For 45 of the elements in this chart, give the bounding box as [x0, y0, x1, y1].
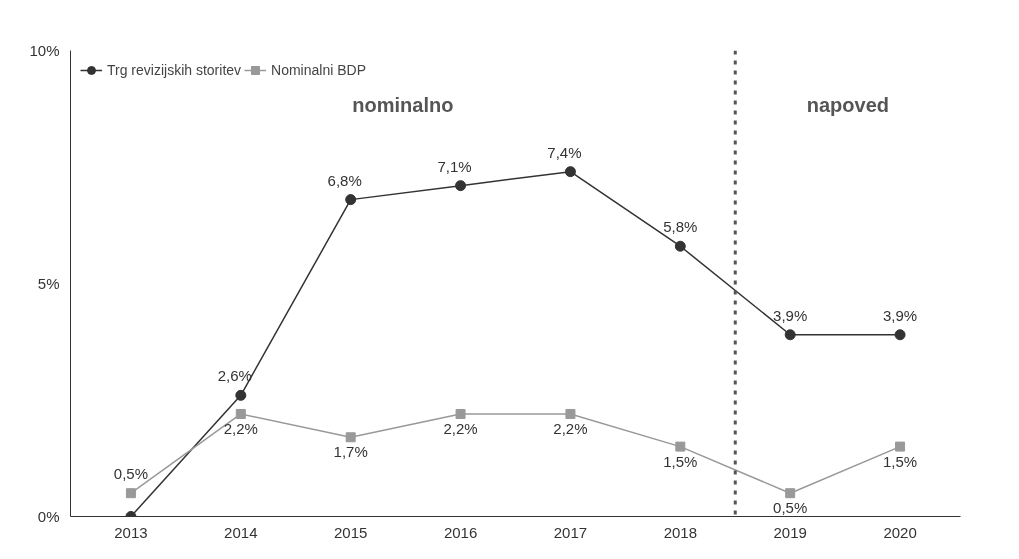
data-label: 2,6%: [217, 367, 252, 385]
data-label: 6,8%: [327, 171, 362, 189]
data-label: 2,2%: [553, 419, 588, 437]
y-tick-label: 0%: [37, 508, 60, 525]
annotation: napoved: [806, 93, 890, 116]
point: [565, 408, 576, 419]
point: [784, 329, 796, 341]
data-label: 3,9%: [882, 306, 918, 324]
data-label: 0,5%: [773, 499, 808, 517]
x-tick-label: 2013: [114, 523, 148, 541]
x-tick-label: 2018: [663, 523, 698, 541]
point: [564, 166, 576, 178]
point: [894, 329, 906, 341]
point: [125, 488, 136, 499]
point: [455, 408, 466, 419]
data-label: 1,7%: [333, 443, 368, 461]
data-label: 1,5%: [882, 452, 918, 470]
point: [675, 441, 686, 452]
point: [674, 240, 686, 252]
y-tick-label: 5%: [37, 275, 60, 292]
point: [895, 441, 906, 452]
point: [345, 432, 356, 443]
data-label: 7,1%: [437, 157, 472, 175]
legend-label: Nominalni BDP: [271, 62, 366, 78]
annotation: nominalno: [352, 93, 454, 116]
point: [455, 180, 467, 192]
data-label: 3,9%: [773, 306, 808, 324]
data-label: 0,5%: [113, 465, 149, 483]
x-tick-label: 2016: [443, 523, 478, 541]
x-tick-label: 2017: [553, 523, 588, 541]
data-label: 2,2%: [443, 419, 478, 437]
data-label: 7,4%: [547, 143, 582, 161]
data-label: 5,8%: [663, 218, 698, 236]
point: [785, 488, 796, 499]
legend-label: Trg revizijskih storitev: [107, 62, 242, 78]
y-tick-label: 10%: [29, 42, 60, 59]
x-tick-label: 2020: [883, 523, 917, 541]
point: [235, 389, 247, 401]
point: [235, 408, 246, 419]
data-label: 1,5%: [663, 452, 698, 470]
point: [345, 194, 357, 206]
x-tick-label: 2015: [334, 523, 368, 541]
data-label: 2,2%: [223, 419, 258, 437]
x-tick-label: 2014: [224, 523, 258, 541]
x-tick-label: 2019: [773, 523, 807, 541]
